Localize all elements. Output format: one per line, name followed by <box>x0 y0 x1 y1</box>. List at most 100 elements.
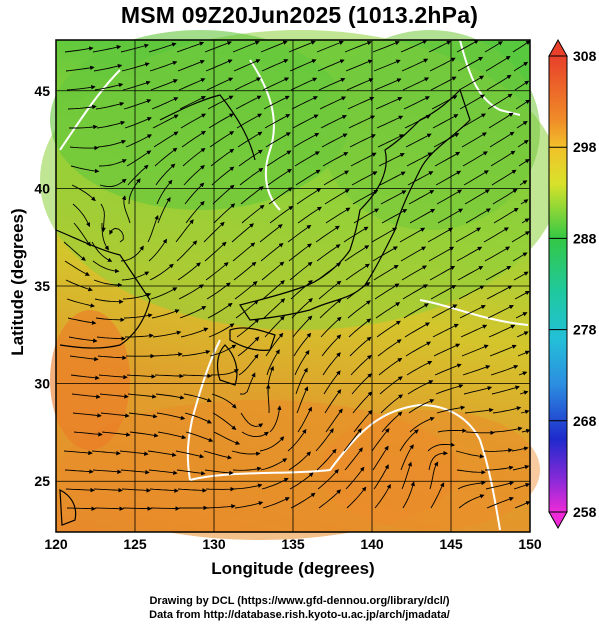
streamline <box>123 99 152 110</box>
streamline <box>433 343 461 357</box>
streamline <box>125 134 152 148</box>
streamline <box>463 170 489 186</box>
streamline <box>373 464 389 490</box>
streamline <box>64 260 90 276</box>
streamline <box>261 261 285 281</box>
streamline <box>458 75 485 91</box>
streamline <box>461 344 489 357</box>
streamline <box>262 280 285 300</box>
streamline <box>514 501 531 509</box>
streamline <box>429 461 439 490</box>
streamline <box>377 134 405 148</box>
streamline <box>455 450 485 459</box>
x-tick-label: 150 <box>518 536 542 552</box>
streamline <box>64 46 94 53</box>
streamline <box>119 450 149 456</box>
contour-lines <box>59 39 529 531</box>
streamline <box>296 188 322 205</box>
streamline <box>404 114 431 129</box>
streamline <box>152 114 179 129</box>
streamline <box>213 431 241 445</box>
streamline <box>185 200 205 224</box>
streamline <box>459 94 485 110</box>
streamline <box>120 43 149 53</box>
streamline <box>320 115 347 129</box>
streamline <box>240 412 264 428</box>
streamline <box>156 412 186 420</box>
streamline <box>264 315 285 338</box>
streamline <box>520 199 529 205</box>
streamline <box>69 355 99 362</box>
streamline <box>232 466 262 472</box>
streamline <box>399 227 426 243</box>
streamline <box>296 386 309 414</box>
x-axis-ticks: 120 125 130 135 140 145 150 <box>44 536 542 552</box>
colorbar-tick-label: 308 <box>573 48 597 64</box>
streamline <box>235 95 262 110</box>
colorbar-top-arrow <box>548 38 568 57</box>
streamline <box>318 280 342 300</box>
colorbar-tick-label: 298 <box>573 139 597 155</box>
streamline <box>122 506 152 511</box>
streamline <box>66 506 96 511</box>
streamline <box>151 97 179 110</box>
streamline <box>351 171 378 186</box>
streamline <box>206 77 234 91</box>
streamline <box>373 59 401 72</box>
streamline <box>208 113 234 129</box>
streamline <box>460 113 486 129</box>
streamline <box>121 62 150 72</box>
streamline <box>323 170 350 186</box>
streamline <box>376 320 401 338</box>
streamline <box>486 496 514 509</box>
streamline <box>261 59 289 72</box>
streamline <box>407 171 434 186</box>
streamline <box>236 318 260 338</box>
streamline <box>240 186 264 205</box>
streamline <box>353 208 380 224</box>
streamline <box>241 431 269 438</box>
streamline <box>73 222 91 247</box>
streamline <box>287 428 307 452</box>
streamline <box>318 489 342 509</box>
streamline <box>268 187 293 205</box>
streamline <box>91 241 113 262</box>
streamline <box>204 241 227 262</box>
streamline <box>295 169 321 186</box>
streamline <box>492 188 518 205</box>
streamline <box>149 488 179 493</box>
streamline <box>379 171 406 186</box>
streamline <box>148 238 168 262</box>
streamline <box>148 42 177 53</box>
streamline <box>207 302 233 319</box>
streamline <box>407 380 434 395</box>
streamline <box>120 245 144 262</box>
streamline <box>460 324 488 338</box>
streamline <box>456 246 483 262</box>
streamline <box>203 450 232 460</box>
streamline <box>347 96 375 110</box>
streamline <box>70 374 100 380</box>
streamline <box>101 431 131 437</box>
streamline <box>408 190 435 205</box>
streamline <box>263 298 286 319</box>
streamline <box>237 131 263 148</box>
streamline <box>316 448 337 471</box>
streamline <box>232 242 256 262</box>
streamline <box>100 412 130 418</box>
streamline <box>374 483 391 509</box>
streamline <box>289 59 317 72</box>
streamline <box>67 317 97 325</box>
streamline <box>486 285 513 300</box>
streamline <box>431 304 458 319</box>
streamline <box>121 195 131 224</box>
streamline <box>96 336 126 341</box>
streamline <box>487 305 514 319</box>
streamline <box>94 506 124 511</box>
streamline <box>71 184 96 202</box>
streamline <box>436 189 463 205</box>
streamline <box>491 169 517 186</box>
streamline <box>513 61 529 72</box>
streamline <box>512 464 530 471</box>
streamline <box>400 444 414 471</box>
